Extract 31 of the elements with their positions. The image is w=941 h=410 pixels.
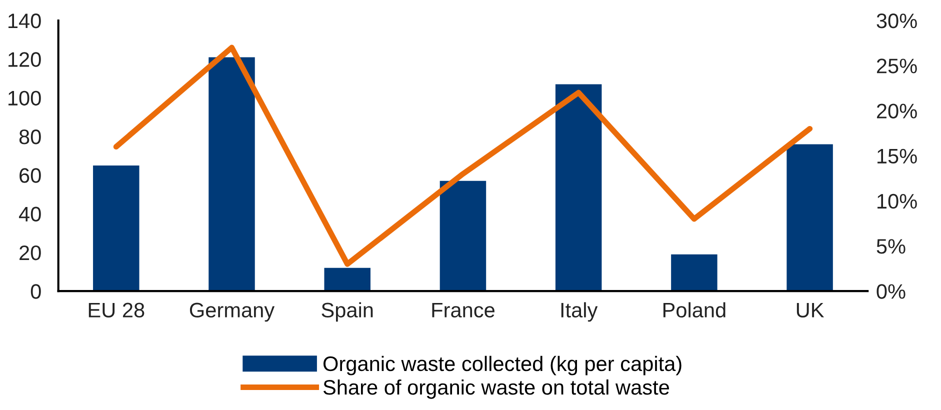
y2-tick-label: 20%	[876, 104, 917, 118]
y-tick-label: 100	[8, 90, 41, 106]
y2-tick-label: 15%	[878, 148, 917, 164]
y-tick-label: 120	[8, 52, 41, 67]
y2-tick-label: 25%	[876, 58, 917, 74]
legend-label: Share of organic waste on total waste	[323, 379, 670, 399]
x-tick-label: UK	[796, 302, 824, 318]
y-tick-label: 20	[20, 245, 41, 260]
x-tick-label: Italy	[561, 302, 598, 322]
bar	[555, 84, 602, 292]
y2-tick-label: 10%	[878, 194, 917, 209]
bar	[786, 144, 833, 292]
x-tick-label: Germany	[190, 302, 275, 322]
bar	[440, 180, 486, 292]
y2-tick-label: 5%	[876, 239, 906, 254]
bar	[208, 57, 255, 292]
x-tick-label: Spain	[322, 302, 373, 322]
y2-tick-label: 30%	[876, 14, 917, 28]
legend-label: Organic waste collected (kg per capita)	[323, 356, 682, 376]
x-tick-label: France	[432, 302, 494, 318]
y2-tick-label: 0%	[876, 284, 906, 299]
y-tick-label: 140	[8, 14, 41, 28]
x-tick-label: Poland	[663, 302, 726, 318]
y-tick-label: 80	[19, 129, 41, 144]
y-tick-label: 40	[18, 206, 41, 222]
bar	[324, 268, 370, 292]
x-tick-label: EU 28	[88, 302, 144, 318]
bar	[93, 165, 140, 292]
y-tick-label: 60	[20, 168, 41, 183]
bar	[671, 254, 718, 292]
y-tick-label: 0	[30, 284, 41, 299]
